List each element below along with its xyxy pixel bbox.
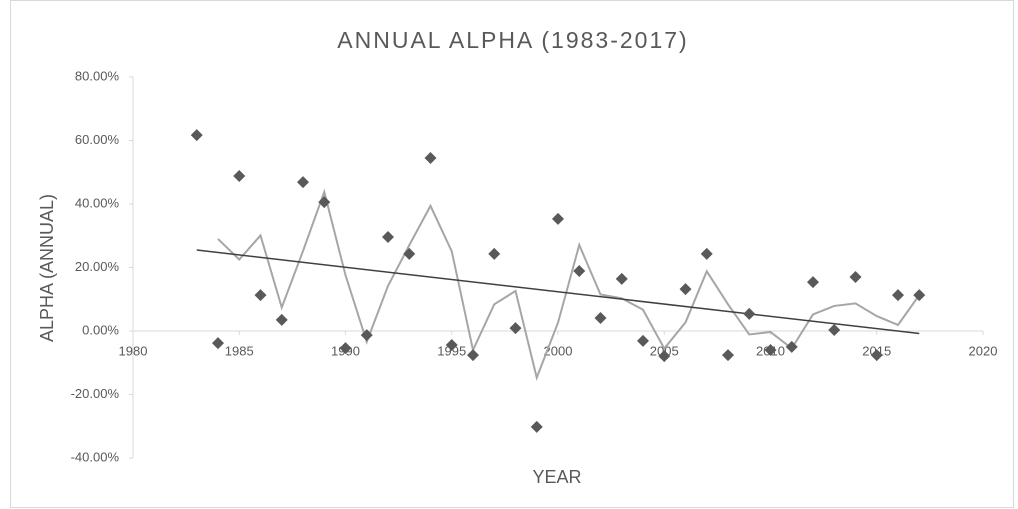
point	[849, 271, 862, 284]
point	[892, 289, 904, 302]
point	[594, 311, 607, 324]
point	[530, 420, 543, 433]
point	[807, 276, 819, 289]
point	[743, 307, 756, 320]
point	[658, 350, 671, 363]
point	[275, 313, 288, 326]
point	[615, 272, 628, 285]
point	[764, 344, 777, 357]
point	[722, 349, 734, 362]
point	[488, 247, 501, 260]
point	[467, 349, 479, 362]
point	[233, 170, 246, 183]
point	[637, 334, 649, 347]
point	[785, 340, 798, 353]
y-tick-label: 80.00%	[75, 68, 120, 83]
point	[509, 322, 522, 335]
point	[212, 337, 224, 350]
y-tick-label: 20.00%	[75, 259, 120, 274]
x-tick-label: 1985	[225, 343, 254, 358]
point	[828, 324, 841, 337]
y-tick-label: -20.00%	[71, 386, 120, 401]
point	[573, 264, 586, 277]
x-tick-label: 2000	[544, 343, 573, 358]
point	[318, 196, 331, 209]
point	[679, 283, 692, 296]
trend-line	[196, 249, 920, 335]
point	[360, 329, 373, 342]
point	[424, 151, 437, 164]
moving-average-line	[217, 188, 921, 381]
y-tick-label: 0.00%	[82, 322, 119, 337]
point	[700, 247, 713, 260]
point	[254, 289, 267, 302]
y-tick-label: 60.00%	[75, 132, 120, 147]
point	[552, 212, 564, 225]
x-tick-label: 1980	[119, 343, 148, 358]
y-tick-label: 40.00%	[75, 195, 120, 210]
point	[870, 349, 883, 362]
x-axis-title: YEAR	[532, 467, 581, 487]
y-tick-label: -40.00%	[71, 449, 120, 464]
point	[913, 289, 926, 302]
point	[445, 338, 458, 351]
y-axis-title: ALPHA (ANNUAL)	[37, 194, 57, 342]
point	[190, 129, 203, 142]
chart-border	[10, 0, 1014, 508]
point	[339, 342, 352, 355]
x-tick-label: 2020	[969, 343, 998, 358]
chart-title: ANNUAL ALPHA (1983-2017)	[337, 27, 688, 53]
point	[297, 176, 309, 189]
point	[382, 231, 394, 244]
point	[403, 247, 416, 260]
